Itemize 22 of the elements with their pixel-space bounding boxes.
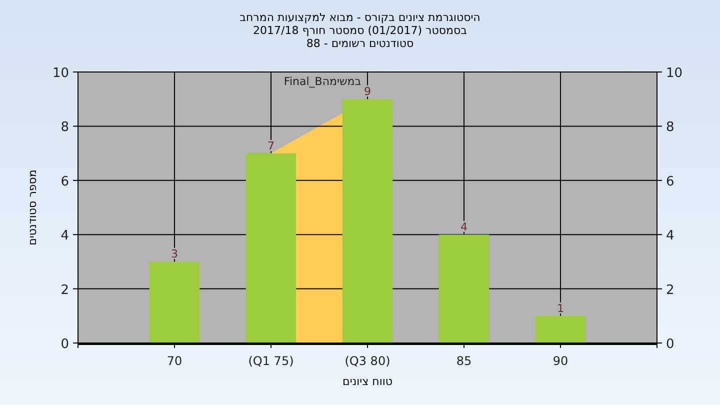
y-tick-label: 2 — [60, 282, 69, 298]
x-tick-label: (Q1 75) — [248, 354, 294, 368]
x-axis-title: טווח ציונים — [342, 375, 392, 388]
x-tick-label: 90 — [552, 354, 568, 368]
x-tick-label: 85 — [456, 354, 472, 368]
chart-subtitle: בסמסטר (01/2017) סמסטר חורף 2017/18 סטודנטים רשומים - 88 — [253, 24, 467, 50]
y2-tick-label: 4 — [666, 228, 674, 244]
y-tick-label: 8 — [60, 120, 69, 136]
y-tick-label: 0 — [60, 337, 69, 352]
y2-tick-label: 8 — [666, 120, 674, 136]
y2-tick-label: 10 — [666, 66, 683, 81]
x-tick-label: 70 — [166, 354, 182, 368]
x-tick-label: (Q3 80) — [344, 354, 390, 368]
y-tick-label: 6 — [60, 174, 69, 190]
y-tick-label: 4 — [60, 228, 69, 244]
y2-tick-label: 0 — [666, 337, 674, 352]
y2-tick-label: 6 — [666, 174, 674, 190]
y-axis-title: מספר סטודנטים — [26, 170, 39, 246]
chart-title: היסטוגרמת ציונים בקורס - מבוא למקצועות המרחב — [240, 11, 480, 24]
y-tick-label: 10 — [52, 66, 69, 81]
annotation: Final_Bבמשימה — [284, 75, 362, 88]
y2-tick-label: 2 — [666, 282, 674, 298]
